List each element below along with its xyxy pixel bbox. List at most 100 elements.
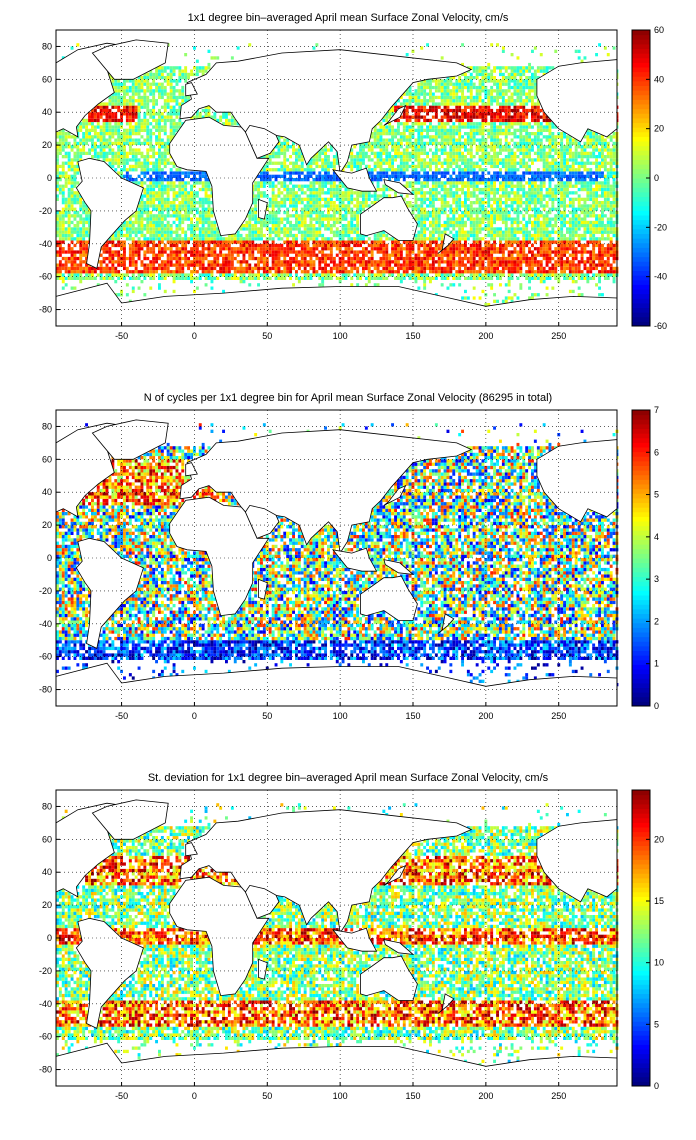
heatmap-cell xyxy=(455,187,459,192)
heatmap-cell xyxy=(146,194,150,198)
heatmap-cell xyxy=(149,247,153,251)
heatmap-cell xyxy=(158,187,161,192)
heatmap-cell xyxy=(257,276,261,280)
heatmap-cell xyxy=(315,214,319,218)
heatmap-cell xyxy=(318,273,322,277)
heatmap-cell xyxy=(405,135,409,139)
heatmap-cell xyxy=(309,233,313,238)
heatmap-cell xyxy=(286,233,290,238)
heatmap-cell xyxy=(88,266,92,271)
heatmap-cell xyxy=(163,273,167,277)
heatmap-cell xyxy=(344,266,348,271)
heatmap-cell xyxy=(134,151,138,155)
heatmap-cell xyxy=(193,204,196,208)
heatmap-cell xyxy=(105,266,109,271)
heatmap-cell xyxy=(455,141,459,146)
heatmap-cell xyxy=(391,112,395,116)
heatmap-cell xyxy=(143,128,147,132)
heatmap-cell xyxy=(280,260,284,264)
heatmap-cell xyxy=(134,164,138,169)
heatmap-cell xyxy=(426,227,430,231)
heatmap-cell xyxy=(417,145,421,149)
heatmap-cell xyxy=(464,230,467,234)
heatmap-cell xyxy=(274,174,278,178)
heatmap-cell xyxy=(472,266,476,271)
heatmap-cell xyxy=(408,151,412,155)
heatmap-cell xyxy=(399,168,403,172)
heatmap-cell xyxy=(178,79,182,83)
heatmap-cell xyxy=(367,148,371,152)
heatmap-cell xyxy=(292,187,296,192)
heatmap-cell xyxy=(385,115,389,119)
heatmap-cell xyxy=(446,191,450,195)
heatmap-cell xyxy=(120,158,124,162)
heatmap-cell xyxy=(125,89,129,93)
heatmap-cell xyxy=(102,158,106,162)
heatmap-cell xyxy=(128,168,132,172)
heatmap-cell xyxy=(289,220,293,225)
heatmap-cell xyxy=(260,217,263,221)
heatmap-cell xyxy=(239,237,243,241)
heatmap-cell xyxy=(123,276,126,280)
heatmap-cell xyxy=(341,263,345,267)
heatmap-cell xyxy=(128,108,132,113)
heatmap-cell xyxy=(155,253,159,257)
heatmap-cell xyxy=(431,201,435,205)
heatmap-cell xyxy=(408,247,412,251)
heatmap-cell xyxy=(213,233,217,238)
heatmap-cell xyxy=(114,128,118,132)
heatmap-cell xyxy=(143,270,147,274)
heatmap-cell xyxy=(201,230,205,234)
heatmap-cell xyxy=(414,214,418,218)
heatmap-cell xyxy=(458,240,462,244)
heatmap-cell xyxy=(262,224,266,228)
heatmap-cell xyxy=(111,148,115,152)
heatmap-cell xyxy=(402,155,406,159)
heatmap-cell xyxy=(257,194,261,198)
heatmap-cell xyxy=(268,270,272,274)
heatmap-cell xyxy=(155,128,159,132)
heatmap-cell xyxy=(397,138,400,142)
heatmap-cell xyxy=(335,210,339,215)
heatmap-cell xyxy=(423,184,427,188)
heatmap-cell xyxy=(373,263,377,267)
heatmap-cell xyxy=(233,250,237,254)
heatmap-cell xyxy=(187,197,191,201)
heatmap-cell xyxy=(143,155,147,159)
heatmap-cell xyxy=(283,210,287,215)
heatmap-cell xyxy=(146,191,150,195)
heatmap-cell xyxy=(452,214,456,218)
heatmap-cell xyxy=(446,247,450,251)
heatmap-cell xyxy=(152,108,156,113)
heatmap-cell xyxy=(70,273,74,277)
heatmap-cell xyxy=(64,233,68,238)
heatmap-cell xyxy=(79,240,83,244)
heatmap-cell xyxy=(309,197,313,201)
heatmap-cell xyxy=(64,220,68,225)
heatmap-cell xyxy=(251,230,255,234)
heatmap-cell xyxy=(160,240,164,244)
heatmap-cell xyxy=(452,76,456,80)
heatmap-cell xyxy=(397,132,400,136)
heatmap-cell xyxy=(449,210,453,215)
heatmap-cell xyxy=(359,276,363,280)
heatmap-cell xyxy=(166,145,170,149)
heatmap-cell xyxy=(321,164,325,169)
heatmap-cell xyxy=(402,260,406,264)
heatmap-cell xyxy=(146,204,150,208)
heatmap-cell xyxy=(388,141,392,146)
heatmap-cell xyxy=(452,85,456,90)
heatmap-cell xyxy=(289,224,293,228)
heatmap-cell xyxy=(160,89,164,93)
heatmap-cell xyxy=(58,240,62,244)
heatmap-cell xyxy=(420,128,424,132)
heatmap-cell xyxy=(469,76,473,80)
heatmap-cell xyxy=(56,220,59,225)
heatmap-cell xyxy=(364,253,368,257)
heatmap-cell xyxy=(306,164,310,169)
heatmap-cell xyxy=(370,141,374,146)
heatmap-cell xyxy=(260,253,263,257)
heatmap-cell xyxy=(131,273,135,277)
heatmap-cell xyxy=(452,128,456,132)
heatmap-cell xyxy=(169,168,173,172)
